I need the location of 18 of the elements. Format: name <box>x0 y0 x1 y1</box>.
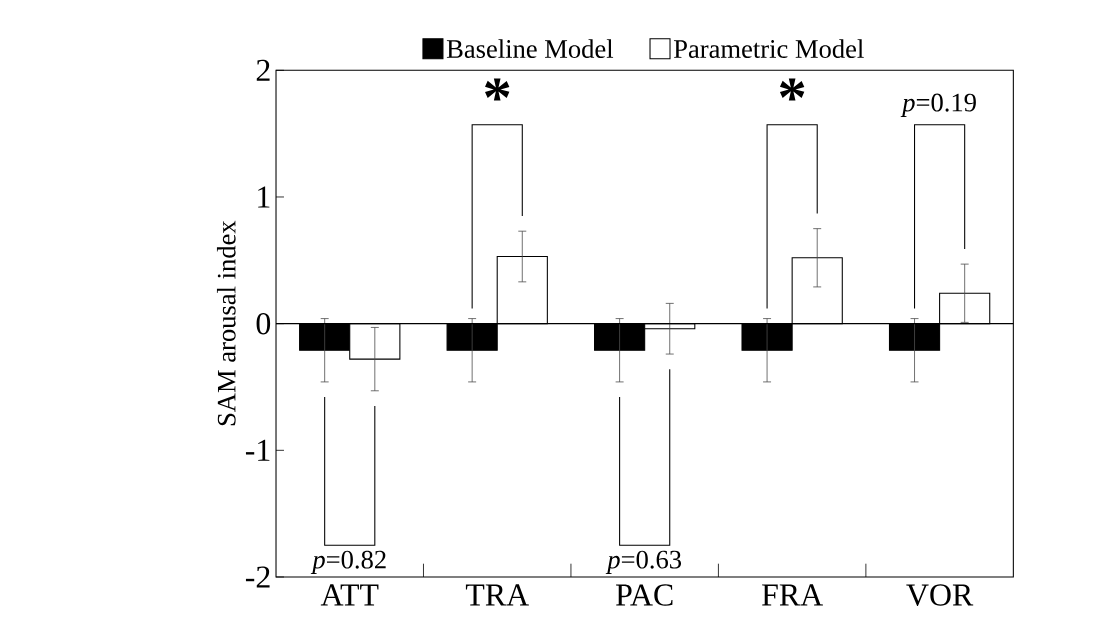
annotation: * <box>485 78 510 101</box>
annotation: p=0.19 <box>900 93 976 117</box>
y-tick-label: 1 <box>258 186 270 208</box>
x-tick-label: ATT <box>320 584 379 606</box>
x-tick-label: VOR <box>906 584 974 606</box>
annotation: * <box>779 78 805 101</box>
legend-label: Parametric Model <box>673 39 864 58</box>
y-tick-label: 2 <box>256 59 270 81</box>
y-axis-title: SAM arousal index <box>216 220 236 426</box>
x-tick-label: FRA <box>762 584 823 606</box>
x-tick-label: PAC <box>616 584 673 606</box>
annotation: p=0.63 <box>605 550 682 574</box>
y-tick-label: -2 <box>245 566 270 588</box>
annotation: p=0.82 <box>310 550 386 574</box>
y-tick-label: 0 <box>256 312 271 335</box>
x-tick-label: TRA <box>465 584 529 606</box>
y-tick-label: -1 <box>245 439 270 461</box>
legend-label: Baseline Model <box>446 39 614 58</box>
